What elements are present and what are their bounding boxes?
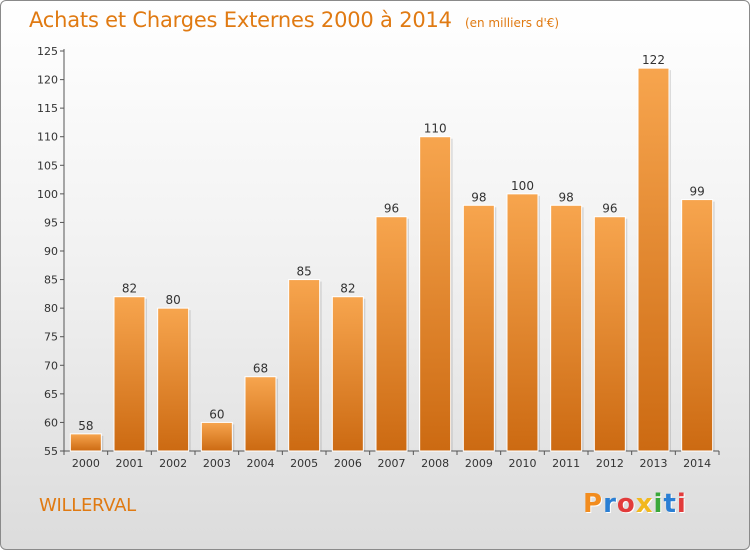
data-label: 96: [602, 202, 617, 216]
data-label: 100: [511, 179, 534, 193]
data-label: 58: [78, 419, 93, 433]
bar-2003: [200, 421, 233, 452]
logo-letter: P: [583, 489, 604, 519]
data-label: 98: [559, 190, 574, 204]
data-label: 85: [297, 265, 312, 279]
y-tick-label: 100: [37, 188, 58, 201]
data-labels: 58 82 80 60 68 85 82 96 110 98 100 98 96 122 99: [78, 53, 705, 433]
bar-2005: [288, 279, 321, 452]
data-label: 68: [253, 362, 268, 376]
y-tick-label: 110: [37, 131, 58, 144]
logo-letter: i: [653, 489, 664, 519]
data-label: 60: [209, 407, 224, 421]
y-tick-label: 90: [44, 245, 58, 258]
data-label: 80: [166, 293, 181, 307]
data-label: 99: [690, 185, 705, 199]
chart-title-text: Achats et Charges Externes 2000 à 2014: [29, 8, 452, 32]
logo-letter: t: [663, 489, 677, 519]
data-label: 98: [471, 190, 486, 204]
x-tick-label: 2002: [159, 457, 187, 470]
bar-2006: [331, 296, 364, 452]
y-tick-label: 105: [37, 159, 58, 172]
logo-letter: r: [603, 489, 617, 519]
logo-letter: o: [616, 489, 636, 519]
x-tick-label: 2014: [683, 457, 711, 470]
y-tick-label: 55: [44, 445, 58, 458]
y-tick-label: 60: [44, 416, 58, 429]
bar-2011: [550, 204, 583, 452]
logo-letter: i: [676, 489, 687, 519]
y-tick-label: 95: [44, 216, 58, 229]
bar-2014: [681, 199, 714, 452]
bar-2010: [506, 193, 539, 452]
x-tick-label: 2008: [421, 457, 449, 470]
data-label: 82: [122, 282, 137, 296]
x-tick-label: 2005: [290, 457, 318, 470]
y-tick-label: 80: [44, 302, 58, 315]
bar-2012: [593, 216, 626, 452]
x-tick-label: 2009: [465, 457, 493, 470]
y-tick-label: 115: [37, 102, 58, 115]
bar-2013: [637, 67, 670, 452]
y-tick-label: 125: [37, 45, 58, 58]
x-tick-label: 2013: [640, 457, 668, 470]
x-tick-label: 2007: [378, 457, 406, 470]
axes: 55 60 65 70 75 80 85 90 95 100 105 110 115 120 125 2000…: [37, 45, 720, 470]
logo-letter: x: [635, 489, 654, 519]
x-tick-label: 2010: [509, 457, 537, 470]
y-tick-label: 65: [44, 388, 58, 401]
x-tick-label: 2011: [552, 457, 580, 470]
y-tick-label: 85: [44, 274, 58, 287]
bars: [69, 67, 715, 452]
x-tick-label: 2000: [72, 457, 100, 470]
x-tick-label: 2001: [116, 457, 144, 470]
data-label: 82: [340, 282, 355, 296]
commune-name: WILLERVAL: [39, 495, 136, 516]
x-tick-label: 2012: [596, 457, 624, 470]
chart-unit-text: (en milliers d'€): [464, 16, 560, 30]
bar-2002: [157, 307, 190, 452]
x-tick-label: 2003: [203, 457, 231, 470]
y-tick-label: 70: [44, 359, 58, 372]
data-label: 96: [384, 202, 399, 216]
bar-2007: [375, 216, 408, 452]
bar-2009: [462, 204, 495, 452]
bar-2008: [419, 136, 452, 452]
data-label: 110: [424, 122, 447, 136]
y-tick-label: 75: [44, 331, 58, 344]
bar-2000: [69, 433, 102, 452]
bar-2001: [113, 296, 146, 452]
chart-title: Achats et Charges Externes 2000 à 2014 (…: [29, 8, 559, 32]
data-label: 122: [642, 53, 665, 67]
y-tick-label: 120: [37, 74, 58, 87]
x-tick-label: 2004: [247, 457, 275, 470]
proxiti-logo[interactable]: Proxiti: [583, 489, 687, 519]
bar-2004: [244, 376, 277, 452]
x-tick-label: 2006: [334, 457, 362, 470]
